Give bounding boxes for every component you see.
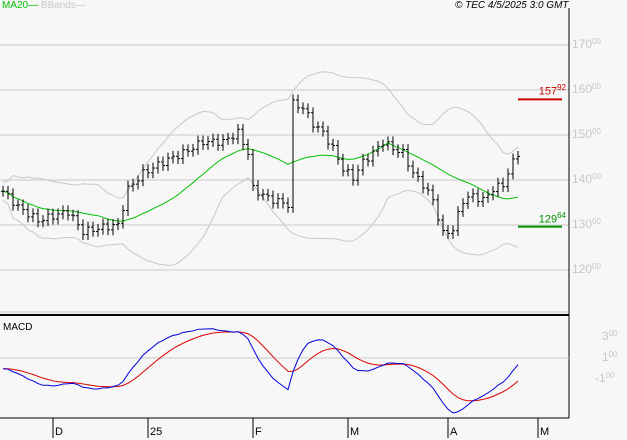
x-axis-label: D — [55, 426, 63, 438]
ma20-line — [2, 142, 519, 222]
x-axis-label: F — [255, 426, 262, 438]
bollinger-upper-line — [2, 71, 519, 199]
x-axis-label: M — [540, 426, 550, 438]
price-tick: 16000 — [572, 82, 601, 96]
macd-line — [2, 328, 519, 414]
bollinger-lower-line — [2, 177, 519, 266]
price-tick: 17000 — [572, 37, 601, 51]
macd-signal-line — [2, 331, 519, 402]
x-axis-label: 25 — [150, 426, 163, 438]
price-tick: 15000 — [572, 127, 601, 141]
support-label: 12964 — [538, 210, 566, 226]
price-tick: 14000 — [572, 172, 601, 186]
price-tick: 12000 — [572, 262, 601, 276]
macd-label: MACD — [3, 322, 33, 333]
legend-ma20: MA20 — [2, 0, 29, 11]
macd-tick: -100 — [595, 371, 615, 386]
legend: MA20— BBands— — [2, 0, 86, 11]
copyright: © TEC 4/5/2025 3:0 GMT — [455, 0, 569, 11]
x-axis-label: M — [350, 426, 360, 438]
macd-tick: 100 — [602, 350, 618, 364]
x-axis-label: A — [450, 426, 458, 438]
price-tick: 13000 — [572, 217, 601, 231]
legend-bbands: BBands — [40, 0, 76, 11]
macd-tick: 300 — [602, 328, 618, 343]
resistance-label: 15792 — [538, 83, 566, 99]
